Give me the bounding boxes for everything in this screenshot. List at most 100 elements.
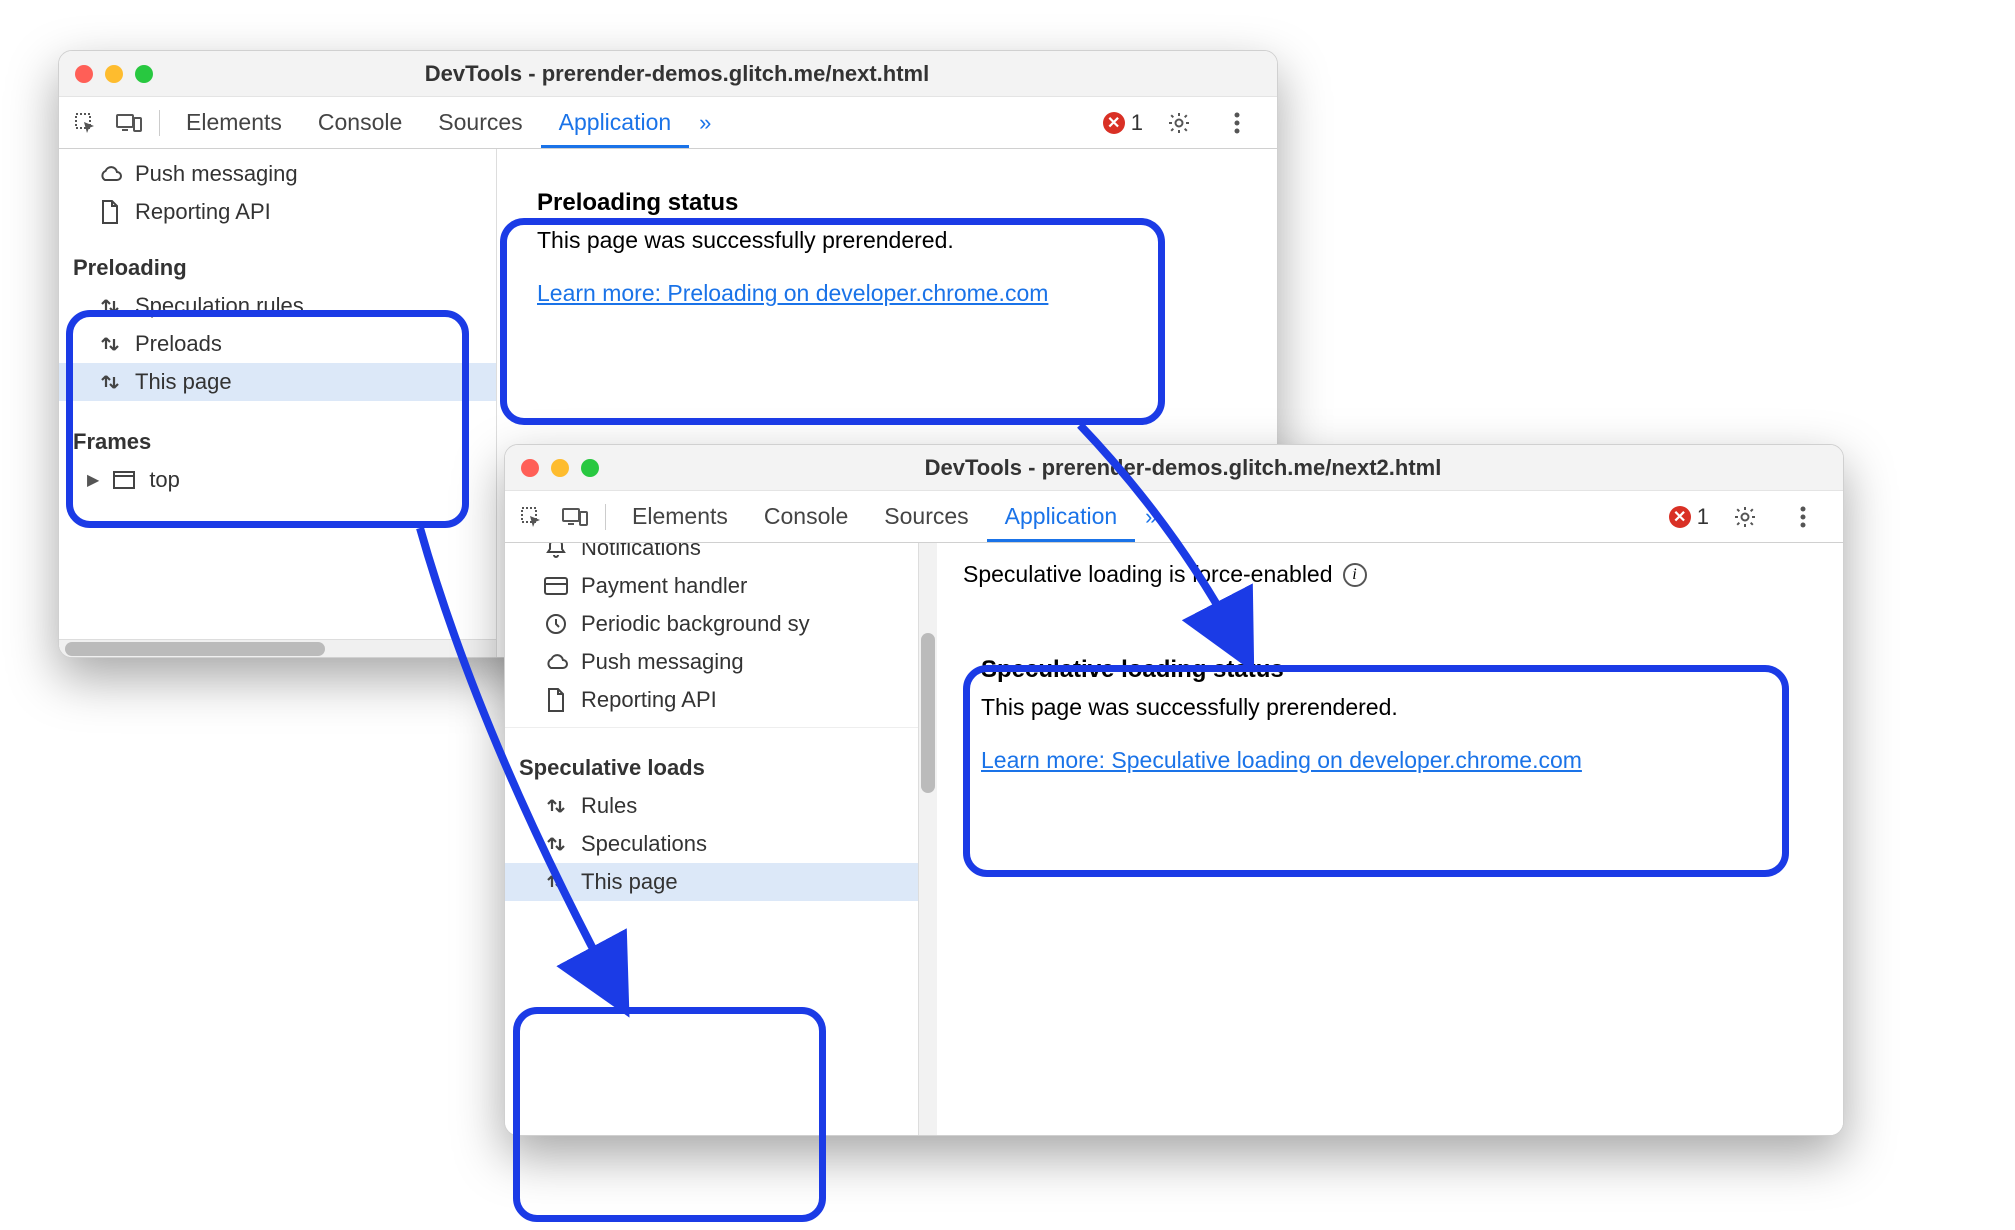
tab-console[interactable]: Console (746, 491, 866, 542)
more-tabs[interactable]: » (1135, 504, 1167, 530)
updown-icon (97, 331, 123, 357)
gear-icon[interactable] (1157, 111, 1201, 135)
sidebar-item-label: Notifications (581, 543, 701, 561)
updown-icon (543, 869, 569, 895)
titlebar: DevTools - prerender-demos.glitch.me/nex… (59, 51, 1277, 97)
device-icon[interactable] (107, 112, 151, 134)
content: Speculative loading is force-enabled i S… (919, 543, 1843, 1135)
zoom-button[interactable] (135, 65, 153, 83)
sidebar-preloading-item[interactable]: This page (59, 363, 496, 401)
sidebar-item-label: Rules (581, 793, 637, 819)
sidebar-item[interactable]: Reporting API (59, 193, 496, 231)
sidebar-item-label: Payment handler (581, 573, 747, 599)
section-preloading: Preloading (59, 245, 496, 287)
separator (605, 504, 606, 530)
sidebar-item[interactable]: Notifications (505, 543, 918, 567)
sidebar-hscroll[interactable] (59, 639, 496, 657)
learn-more-link[interactable]: Learn more: Speculative loading on devel… (981, 747, 1582, 773)
force-enabled-note: Speculative loading is force-enabled i (937, 543, 1843, 588)
sidebar-item-label: Reporting API (581, 687, 717, 713)
minimize-button[interactable] (551, 459, 569, 477)
error-icon: ✕ (1103, 112, 1125, 134)
zoom-button[interactable] (581, 459, 599, 477)
error-count: 1 (1131, 110, 1143, 136)
separator (159, 110, 160, 136)
toolbar: Elements Console Sources Application » ✕… (505, 491, 1843, 543)
tab-application[interactable]: Application (987, 491, 1136, 542)
sidebar-item[interactable]: Payment handler (505, 567, 918, 605)
cloud-icon (97, 161, 123, 187)
sidebar-item[interactable]: Reporting API (505, 681, 918, 719)
updown-icon (97, 369, 123, 395)
panel-body: Notifications Payment handler Periodic bac… (505, 543, 1843, 1135)
kebab-icon[interactable] (1215, 112, 1259, 134)
tab-console[interactable]: Console (300, 97, 420, 148)
disclosure-triangle-icon[interactable]: ▶ (73, 470, 99, 490)
status-title: Speculative loading status (981, 656, 1813, 684)
sidebar-item-label: top (149, 467, 180, 493)
device-icon[interactable] (553, 506, 597, 528)
tab-sources[interactable]: Sources (866, 491, 986, 542)
updown-icon (97, 293, 123, 319)
error-badge[interactable]: ✕ 1 (1669, 504, 1709, 530)
content-vscroll[interactable] (919, 543, 937, 1135)
status-title: Preloading status (537, 189, 1247, 217)
sidebar-item-label: Push messaging (581, 649, 744, 675)
tab-elements[interactable]: Elements (168, 97, 300, 148)
cloud-icon (543, 649, 569, 675)
error-count: 1 (1697, 504, 1709, 530)
close-button[interactable] (75, 65, 93, 83)
sidebar-speculative-item[interactable]: Rules (505, 787, 918, 825)
gear-icon[interactable] (1723, 505, 1767, 529)
tab-sources[interactable]: Sources (420, 97, 540, 148)
inspect-icon[interactable] (63, 111, 107, 135)
file-icon (543, 687, 569, 713)
sidebar-item-label: Preloads (135, 331, 222, 357)
titlebar: DevTools - prerender-demos.glitch.me/nex… (505, 445, 1843, 491)
sidebar-item-label: Speculation rules (135, 293, 304, 319)
toolbar: Elements Console Sources Application » ✕… (59, 97, 1277, 149)
sidebar-item-label: Periodic background sy (581, 611, 810, 637)
sidebar: Notifications Payment handler Periodic bac… (505, 543, 919, 1135)
tab-application[interactable]: Application (541, 97, 690, 148)
sidebar-item[interactable]: Push messaging (59, 155, 496, 193)
error-icon: ✕ (1669, 506, 1691, 528)
section-frames: Frames (59, 419, 496, 461)
info-icon[interactable]: i (1343, 563, 1367, 587)
sidebar-preloading-item[interactable]: Speculation rules (59, 287, 496, 325)
sidebar-preloading-item[interactable]: Preloads (59, 325, 496, 363)
sidebar-item-label: Speculations (581, 831, 707, 857)
sidebar-item-label: This page (581, 869, 678, 895)
status-text: This page was successfully prerendered. (981, 694, 1813, 721)
bell-icon (543, 543, 569, 561)
updown-icon (543, 831, 569, 857)
kebab-icon[interactable] (1781, 506, 1825, 528)
window-title: DevTools - prerender-demos.glitch.me/nex… (153, 61, 1261, 87)
inspect-icon[interactable] (509, 505, 553, 529)
sidebar-item-label: Push messaging (135, 161, 298, 187)
frame-icon (111, 467, 137, 493)
section-speculative-loads: Speculative loads (505, 745, 918, 787)
sidebar-frames-item[interactable]: ▶ top (59, 461, 496, 499)
error-badge[interactable]: ✕ 1 (1103, 110, 1143, 136)
learn-more-link[interactable]: Learn more: Preloading on developer.chro… (537, 280, 1048, 306)
close-button[interactable] (521, 459, 539, 477)
file-icon (97, 199, 123, 225)
more-tabs[interactable]: » (689, 110, 721, 136)
sidebar-item-label: Reporting API (135, 199, 271, 225)
card-icon (543, 573, 569, 599)
sidebar-item[interactable]: Push messaging (505, 643, 918, 681)
traffic-lights (521, 459, 599, 477)
sidebar-item-label: This page (135, 369, 232, 395)
traffic-lights (75, 65, 153, 83)
window-title: DevTools - prerender-demos.glitch.me/nex… (599, 455, 1827, 481)
minimize-button[interactable] (105, 65, 123, 83)
sidebar: Push messaging Reporting API Preloading S… (59, 149, 497, 657)
devtools-window-2: DevTools - prerender-demos.glitch.me/nex… (504, 444, 1844, 1136)
sidebar-item[interactable]: Periodic background sy (505, 605, 918, 643)
sidebar-speculative-item[interactable]: This page (505, 863, 918, 901)
tab-elements[interactable]: Elements (614, 491, 746, 542)
sidebar-speculative-item[interactable]: Speculations (505, 825, 918, 863)
clock-icon (543, 611, 569, 637)
updown-icon (543, 793, 569, 819)
